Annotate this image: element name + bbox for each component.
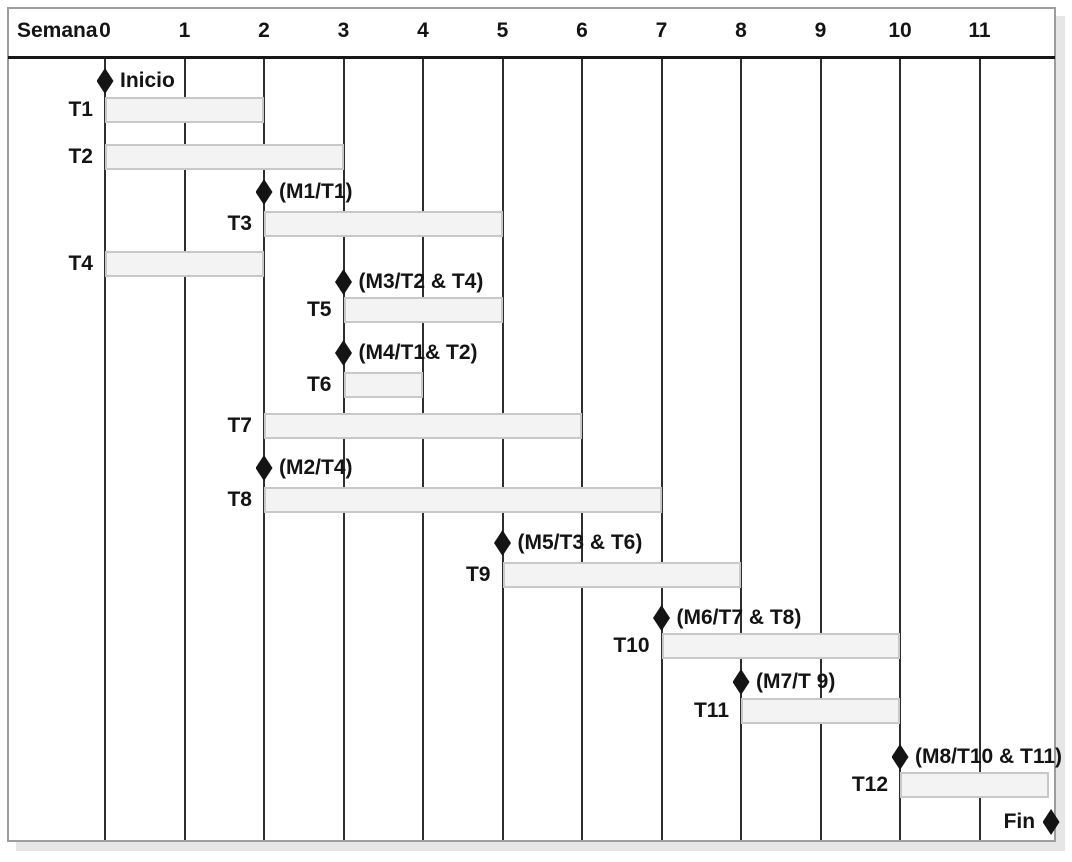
task-bar-T4 bbox=[105, 251, 264, 277]
task-label-T10: T10 bbox=[613, 634, 650, 657]
week-gridline bbox=[263, 59, 265, 840]
week-tick: 0 bbox=[99, 19, 111, 42]
week-gridline bbox=[422, 59, 424, 840]
week-tick: 1 bbox=[178, 19, 191, 42]
week-gridline bbox=[501, 59, 504, 840]
week-gridline bbox=[104, 59, 106, 840]
week-gridline bbox=[978, 59, 981, 840]
task-bar-T10 bbox=[661, 633, 900, 659]
milestone-label-M4: (M4/T1& T2) bbox=[358, 341, 478, 364]
week-tick: 6 bbox=[576, 19, 588, 42]
milestone-label-Inicio: Inicio bbox=[120, 69, 175, 92]
milestone-diamond-Fin bbox=[1042, 809, 1060, 835]
task-label-T7: T7 bbox=[227, 414, 252, 437]
milestone-diamond-Inicio bbox=[96, 68, 114, 94]
milestone-label-Fin: Fin bbox=[1003, 810, 1036, 833]
header-divider bbox=[8, 56, 1055, 59]
week-tick: 8 bbox=[735, 19, 747, 42]
task-label-T4: T4 bbox=[68, 252, 93, 275]
milestone-label-M8: (M8/T10 & T11) bbox=[915, 745, 1063, 768]
milestone-diamond-M7 bbox=[732, 669, 750, 695]
week-gridline bbox=[183, 59, 186, 840]
task-label-T11: T11 bbox=[693, 699, 729, 722]
task-bar-T8 bbox=[264, 487, 662, 513]
milestone-diamond-M3 bbox=[335, 269, 352, 295]
week-tick: 10 bbox=[888, 19, 912, 42]
task-bar-T7 bbox=[264, 413, 582, 439]
milestone-diamond-M1 bbox=[255, 179, 273, 205]
week-tick: 5 bbox=[496, 19, 509, 42]
milestone-label-M6: (M6/T7 & T8) bbox=[676, 606, 802, 629]
week-gridline bbox=[740, 59, 742, 840]
task-label-T2: T2 bbox=[68, 145, 93, 168]
week-tick: 7 bbox=[655, 19, 668, 42]
task-bar-T2 bbox=[105, 144, 344, 170]
task-label-T12: T12 bbox=[851, 773, 888, 796]
task-bar-T1 bbox=[105, 97, 264, 123]
task-bar-T9 bbox=[502, 562, 741, 588]
milestone-diamond-M6 bbox=[653, 605, 670, 631]
task-bar-T6 bbox=[343, 372, 423, 398]
task-label-T3: T3 bbox=[227, 212, 252, 235]
axis-label: Semana bbox=[17, 19, 98, 42]
task-label-T5: T5 bbox=[306, 298, 332, 321]
week-tick: 2 bbox=[258, 19, 270, 42]
milestone-label-M5: (M5/T3 & T6) bbox=[517, 531, 643, 554]
task-bar-T3 bbox=[264, 211, 503, 237]
task-label-T6: T6 bbox=[306, 373, 332, 396]
milestone-label-M3: (M3/T2 & T4) bbox=[358, 270, 484, 293]
week-gridline bbox=[819, 59, 822, 840]
week-tick: 11 bbox=[968, 19, 991, 42]
milestone-diamond-M4 bbox=[335, 340, 352, 366]
milestone-label-M7: (M7/T 9) bbox=[756, 670, 836, 693]
week-gridline bbox=[581, 59, 583, 840]
week-gridline bbox=[660, 59, 663, 840]
task-bar-T11 bbox=[741, 698, 900, 724]
week-tick: 9 bbox=[814, 19, 827, 42]
week-gridline bbox=[899, 59, 901, 840]
milestone-diamond-M2 bbox=[255, 455, 273, 481]
milestone-diamond-M8 bbox=[891, 744, 909, 770]
milestone-label-M1: (M1/T1) bbox=[279, 180, 353, 203]
task-label-T1: T1 bbox=[68, 98, 93, 121]
week-tick: 3 bbox=[337, 19, 350, 42]
milestone-label-M2: (M2/T4) bbox=[279, 456, 353, 479]
task-label-T8: T8 bbox=[227, 488, 252, 511]
task-bar-T5 bbox=[343, 297, 503, 323]
week-tick: 4 bbox=[417, 19, 429, 42]
week-gridline bbox=[342, 59, 345, 840]
milestone-diamond-M5 bbox=[494, 530, 511, 556]
task-bar-T12 bbox=[900, 772, 1050, 798]
task-label-T9: T9 bbox=[465, 563, 491, 586]
